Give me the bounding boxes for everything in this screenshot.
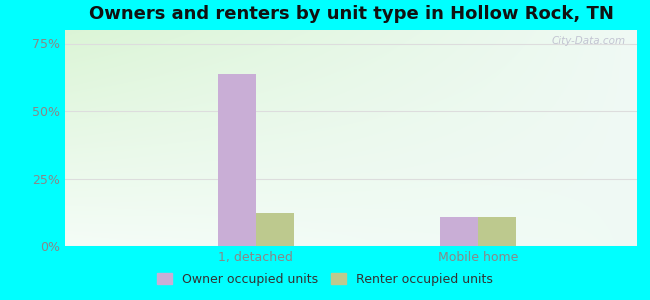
Bar <box>440 217 478 246</box>
Text: City-Data.com: City-Data.com <box>551 37 625 46</box>
Title: Owners and renters by unit type in Hollow Rock, TN: Owners and renters by unit type in Hollo… <box>88 5 614 23</box>
Legend: Owner occupied units, Renter occupied units: Owner occupied units, Renter occupied un… <box>152 268 498 291</box>
Bar <box>255 213 294 246</box>
Bar <box>218 74 255 246</box>
Bar <box>478 217 516 246</box>
